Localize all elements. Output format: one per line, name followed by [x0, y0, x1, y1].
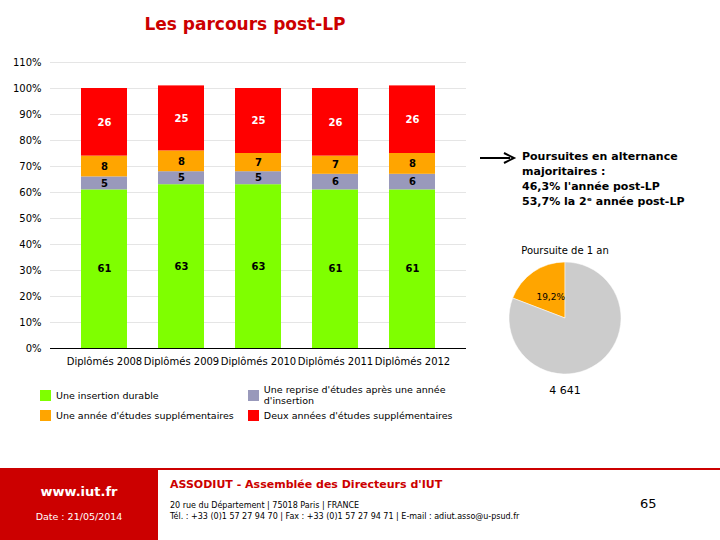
svg-text:26: 26 — [98, 117, 112, 128]
html-text:65: 65 — [640, 496, 657, 511]
svg-text:80%: 80% — [19, 135, 41, 146]
svg-text:Diplômés 2009: Diplômés 2009 — [144, 356, 219, 367]
svg-text:Diplômés 2012: Diplômés 2012 — [375, 356, 450, 367]
svg-text:61: 61 — [406, 263, 420, 274]
svg-text:6: 6 — [409, 176, 416, 187]
html-text:Date : 21/05/2014: Date : 21/05/2014 — [35, 511, 123, 522]
svg-text:7: 7 — [255, 157, 262, 168]
html-text:Poursuite de 1 an: Poursuite de 1 an — [521, 245, 609, 256]
svg-text:61: 61 — [98, 263, 112, 274]
svg-text:Diplômés 2010: Diplômés 2010 — [221, 356, 296, 367]
svg-text:25: 25 — [175, 113, 189, 124]
svg-text:110%: 110% — [13, 57, 42, 68]
html-text:Deux années d'études supplémen: Deux années d'études supplémentaires — [263, 410, 453, 421]
html-text:4 641: 4 641 — [549, 384, 581, 397]
svg-text:20%: 20% — [19, 291, 41, 302]
html-text:Une année d'études supplémenta: Une année d'études supplémentaires — [56, 410, 234, 421]
html-text:Une reprise d'études après une: Une reprise d'études après une année d'i… — [263, 384, 446, 406]
html-text:Poursuites en alternance major: Poursuites en alternance majoritaires : … — [522, 150, 685, 208]
svg-text:19,2%: 19,2% — [536, 292, 565, 302]
svg-text:8: 8 — [101, 161, 108, 172]
svg-text:61: 61 — [329, 263, 343, 274]
svg-text:8: 8 — [178, 156, 185, 167]
svg-text:70%: 70% — [19, 161, 41, 172]
svg-text:8: 8 — [409, 158, 416, 169]
html-text:www.iut.fr: www.iut.fr — [40, 484, 118, 499]
svg-text:5: 5 — [178, 172, 185, 183]
svg-text:63: 63 — [252, 261, 266, 272]
svg-text:30%: 30% — [19, 265, 41, 276]
svg-text:50%: 50% — [19, 213, 41, 224]
svg-text:100%: 100% — [13, 83, 42, 94]
svg-text:63: 63 — [175, 261, 189, 272]
svg-text:90%: 90% — [19, 109, 41, 120]
svg-text:Diplômés 2008: Diplômés 2008 — [67, 356, 142, 367]
svg-text:40%: 40% — [19, 239, 41, 250]
svg-text:25: 25 — [252, 115, 266, 126]
svg-text:Diplômés 2011: Diplômés 2011 — [298, 356, 373, 367]
html-text:Les parcours post-LP: Les parcours post-LP — [144, 14, 346, 34]
svg-text:5: 5 — [101, 178, 108, 189]
svg-text:26: 26 — [406, 114, 420, 125]
svg-text:10%: 10% — [19, 317, 41, 328]
svg-text:0%: 0% — [26, 343, 42, 354]
svg-text:26: 26 — [329, 117, 343, 128]
svg-text:6: 6 — [332, 176, 339, 187]
svg-text:60%: 60% — [19, 187, 41, 198]
svg-text:7: 7 — [332, 159, 339, 170]
html-text:ASSODIUT - Assemblée des Direc: ASSODIUT - Assemblée des Directeurs d'IU… — [170, 478, 443, 491]
html-text:20 rue du Département | 75018: 20 rue du Département | 75018 Paris | FR… — [170, 501, 520, 522]
html-text:Une insertion durable: Une insertion durable — [56, 389, 159, 401]
svg-text:5: 5 — [255, 172, 262, 183]
